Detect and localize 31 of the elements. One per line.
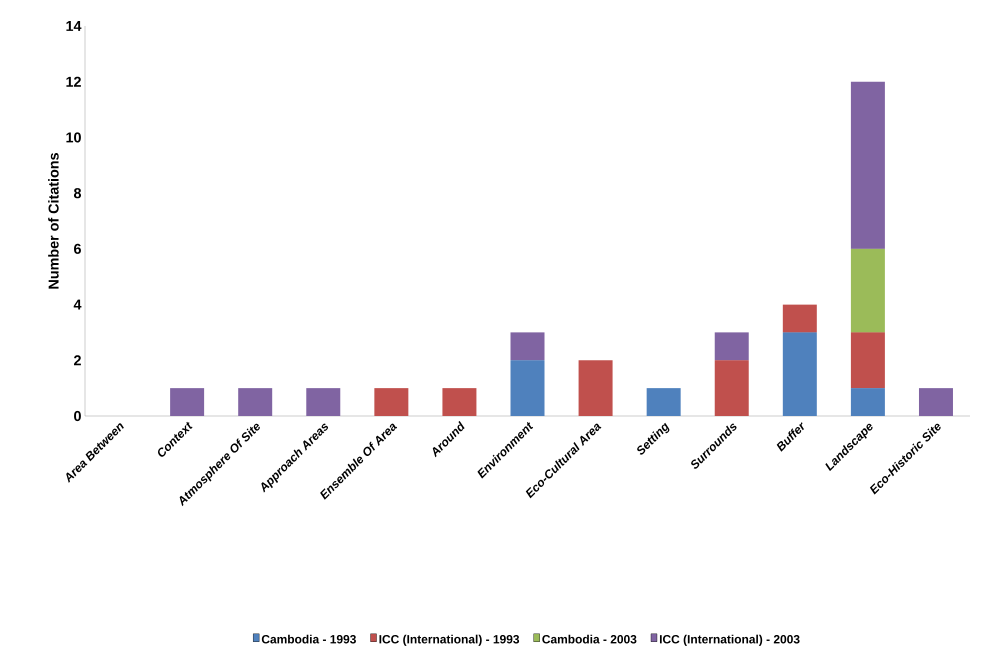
bar [646, 388, 681, 416]
bar [442, 388, 476, 416]
bar [918, 388, 953, 416]
bar [850, 332, 885, 388]
y-tick-label: 14 [66, 21, 82, 31]
bar [510, 332, 545, 360]
bar [238, 388, 272, 416]
bar [850, 248, 885, 332]
legend-label: Cambodia - 2003 [542, 634, 636, 644]
y-tick-label: 12 [66, 76, 81, 87]
legend-label: ICC (International) - 1993 [380, 634, 520, 646]
bar [170, 388, 204, 416]
y-tick-label: 10 [66, 132, 81, 143]
bar [714, 332, 749, 360]
y-tick-label: 0 [74, 410, 81, 422]
y-tick-label: 2 [74, 355, 81, 366]
bar [510, 360, 545, 416]
bar [850, 388, 885, 416]
bar [306, 388, 340, 416]
y-axis-title: Number of Citations [48, 153, 59, 289]
legend-label: Cambodia - 1993 [262, 634, 356, 644]
bar [374, 388, 408, 416]
y-tick-label: 4 [74, 300, 82, 310]
bar [850, 82, 885, 249]
legend-label: ICC (International) - 2003 [660, 634, 800, 646]
bar [578, 360, 613, 416]
bar [782, 304, 817, 332]
bar [782, 332, 817, 416]
bar [714, 360, 749, 416]
y-tick-label: 6 [74, 244, 81, 254]
y-tick-label: 8 [74, 188, 82, 198]
